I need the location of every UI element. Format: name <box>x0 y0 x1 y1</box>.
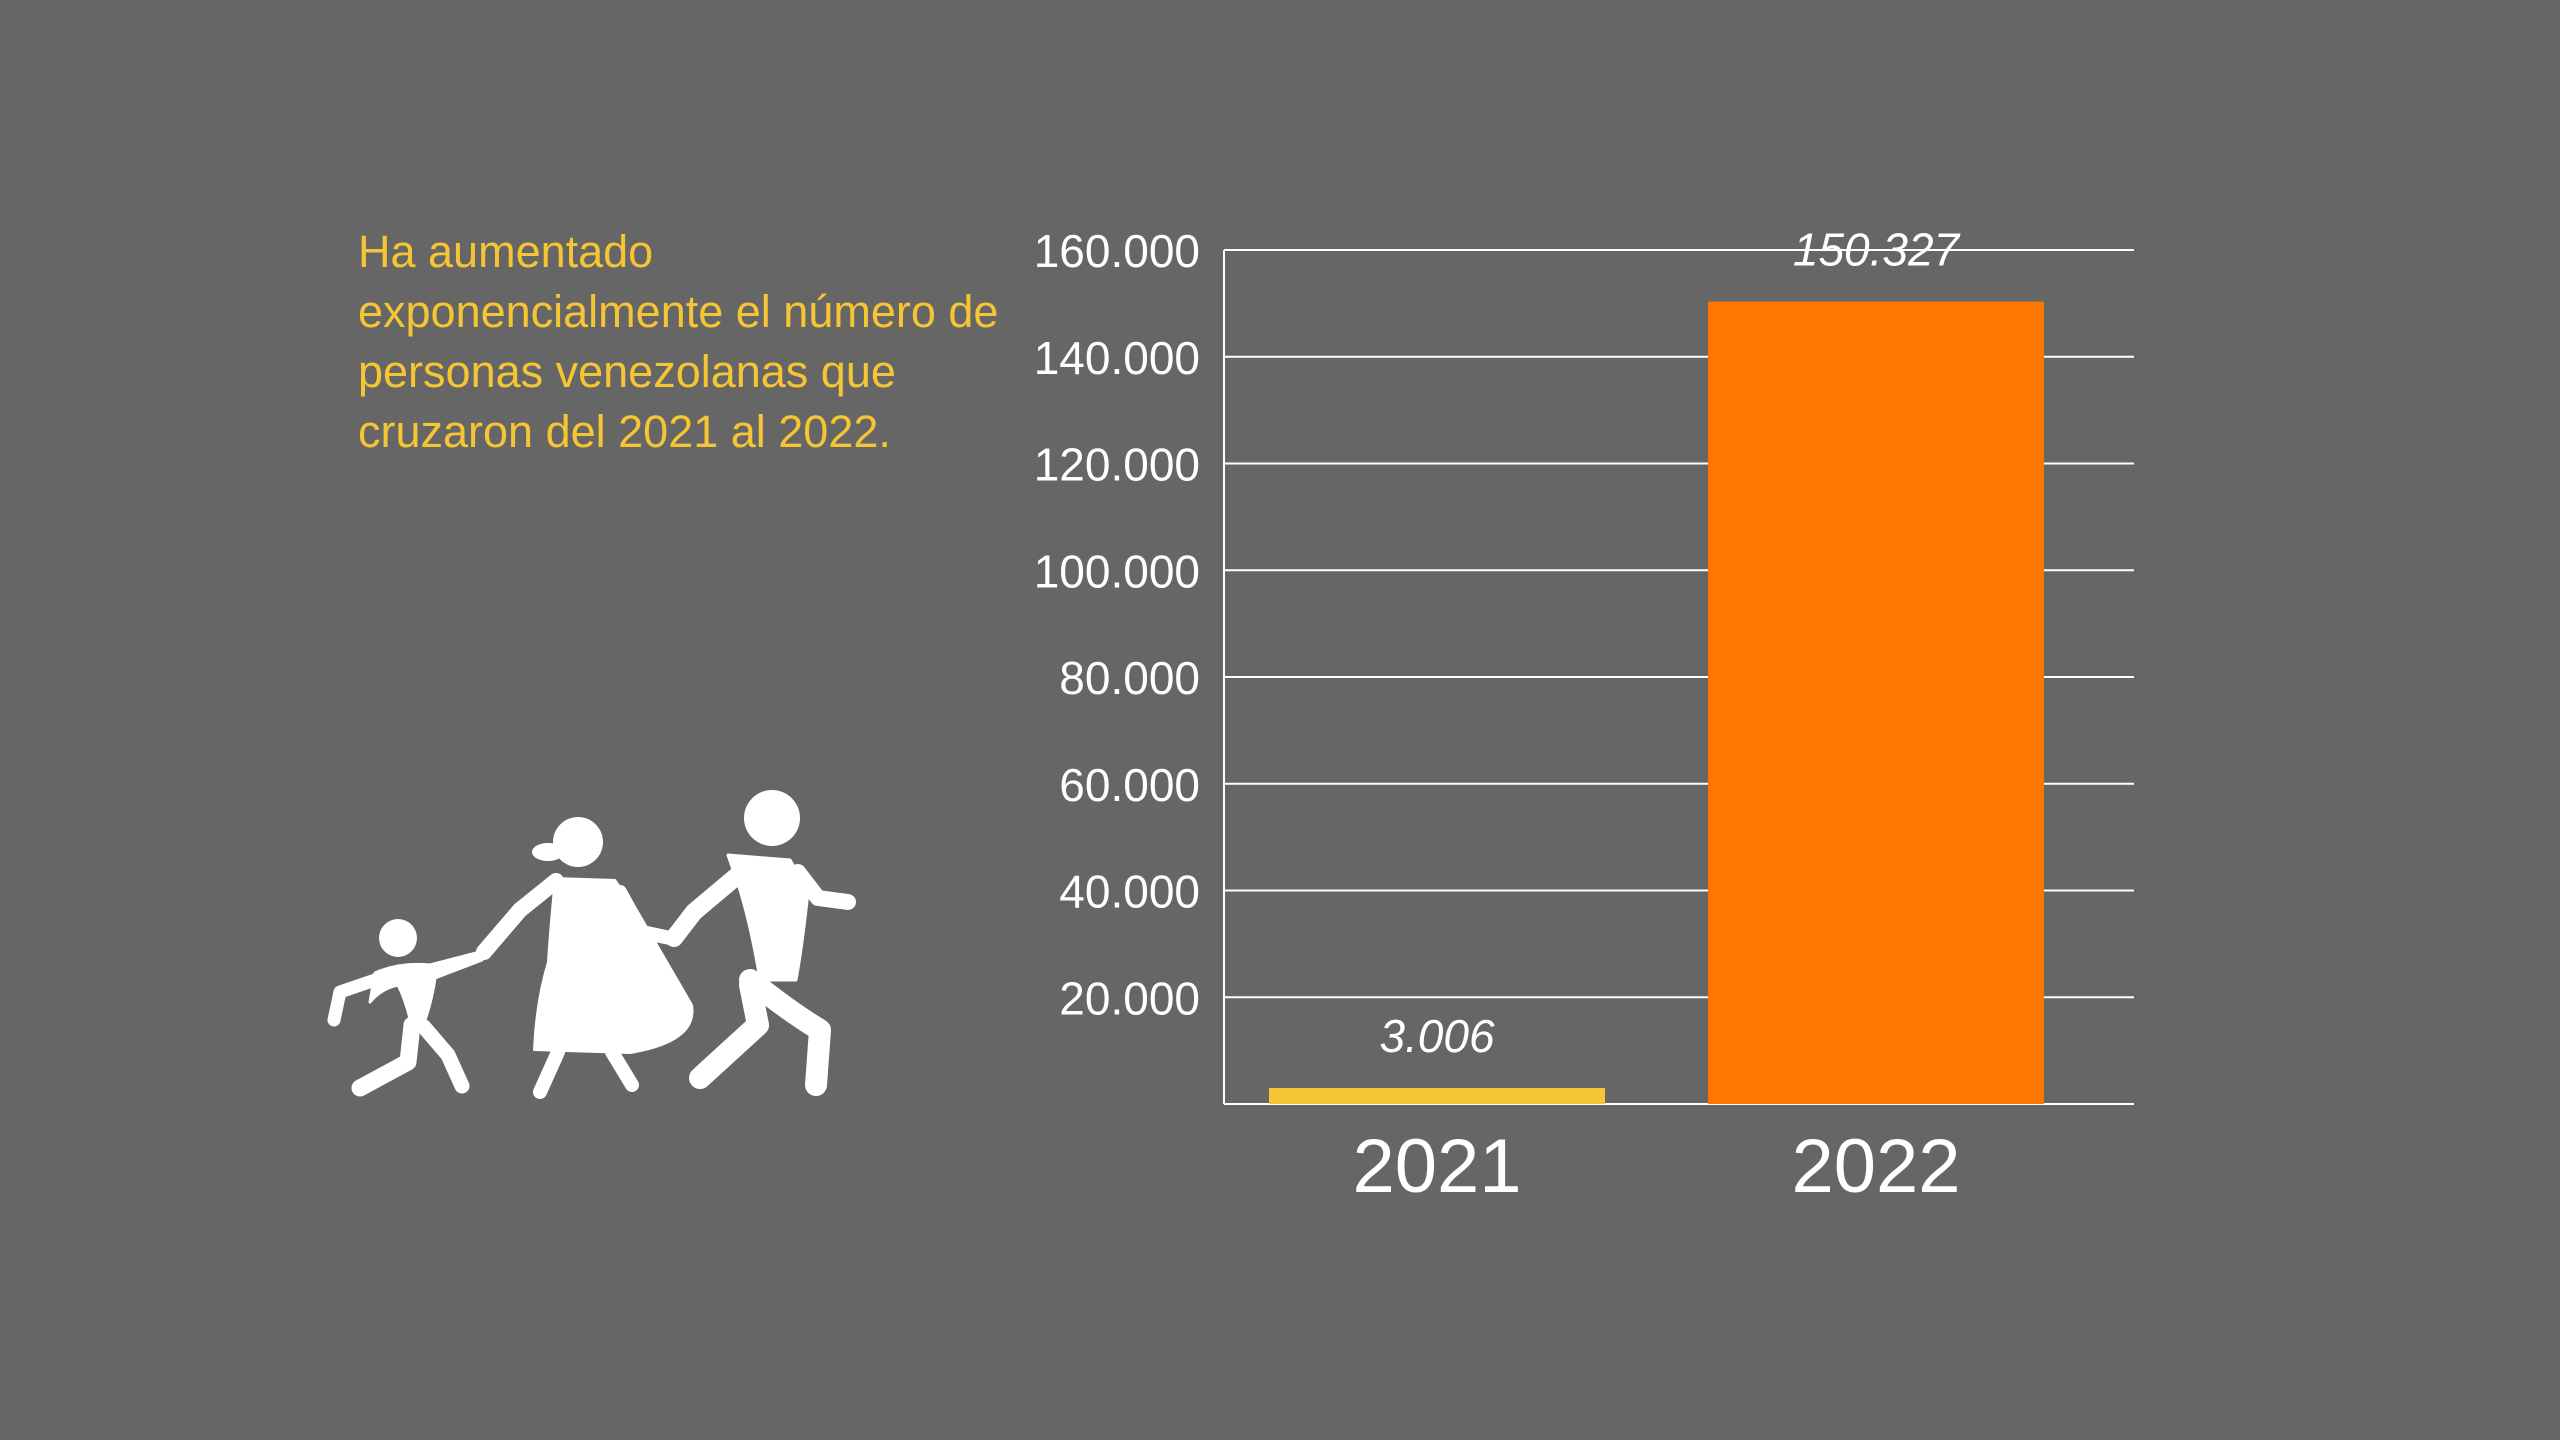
x-tick-label: 2022 <box>1791 1124 1960 1209</box>
y-tick-label: 20.000 <box>1059 972 1200 1024</box>
y-tick-label: 100.000 <box>1034 545 1200 597</box>
y-tick-label: 140.000 <box>1034 332 1200 384</box>
data-label: 3.006 <box>1379 1010 1495 1062</box>
bar-2021 <box>1269 1087 1605 1104</box>
data-label: 150.327 <box>1793 224 1961 276</box>
y-tick-label: 40.000 <box>1059 866 1200 918</box>
x-tick-label: 2021 <box>1352 1124 1521 1209</box>
bar-2022 <box>1708 301 2044 1104</box>
y-tick-label: 60.000 <box>1059 759 1200 811</box>
headline: Ha aumentado exponencialmente el número … <box>358 226 999 457</box>
family-walking-icon <box>327 790 856 1099</box>
y-tick-label: 160.000 <box>1034 225 1200 277</box>
y-tick-label: 80.000 <box>1059 652 1200 704</box>
y-tick-label: 120.000 <box>1034 439 1200 491</box>
